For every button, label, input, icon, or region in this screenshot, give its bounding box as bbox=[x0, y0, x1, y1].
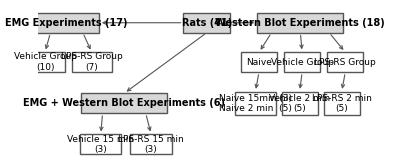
FancyBboxPatch shape bbox=[72, 52, 112, 72]
FancyBboxPatch shape bbox=[81, 93, 167, 113]
Text: Vehicle 15 min
(3): Vehicle 15 min (3) bbox=[67, 135, 134, 154]
Text: Rats (41): Rats (41) bbox=[182, 18, 232, 28]
FancyBboxPatch shape bbox=[80, 134, 122, 154]
FancyBboxPatch shape bbox=[34, 13, 99, 33]
Text: Naive 15min (3)
Naive 2 min  (5): Naive 15min (3) Naive 2 min (5) bbox=[219, 94, 292, 113]
FancyBboxPatch shape bbox=[241, 52, 277, 72]
FancyBboxPatch shape bbox=[184, 13, 230, 33]
Text: Vehicle 2 min
(5): Vehicle 2 min (5) bbox=[269, 94, 330, 113]
Text: EMG Experiments (17): EMG Experiments (17) bbox=[5, 18, 128, 28]
Text: Western Blot Experiments (18): Western Blot Experiments (18) bbox=[216, 18, 385, 28]
FancyBboxPatch shape bbox=[324, 92, 360, 115]
Text: Vehicle Group: Vehicle Group bbox=[271, 58, 334, 67]
Text: LPS-RS 15 min
(3): LPS-RS 15 min (3) bbox=[118, 135, 184, 154]
FancyBboxPatch shape bbox=[235, 92, 276, 115]
Text: LPS-RS 2 min
(5): LPS-RS 2 min (5) bbox=[312, 94, 372, 113]
Text: LPS-RS Group
(7): LPS-RS Group (7) bbox=[61, 52, 123, 72]
Text: LPS-RS Group: LPS-RS Group bbox=[314, 58, 376, 67]
FancyBboxPatch shape bbox=[130, 134, 172, 154]
Text: EMG + Western Blot Experiments (6): EMG + Western Blot Experiments (6) bbox=[23, 98, 225, 108]
FancyBboxPatch shape bbox=[284, 52, 320, 72]
FancyBboxPatch shape bbox=[282, 92, 318, 115]
FancyBboxPatch shape bbox=[25, 52, 65, 72]
Text: Naive: Naive bbox=[246, 58, 272, 67]
FancyBboxPatch shape bbox=[327, 52, 363, 72]
FancyBboxPatch shape bbox=[257, 13, 344, 33]
Text: Vehicle Group
(10): Vehicle Group (10) bbox=[14, 52, 76, 72]
